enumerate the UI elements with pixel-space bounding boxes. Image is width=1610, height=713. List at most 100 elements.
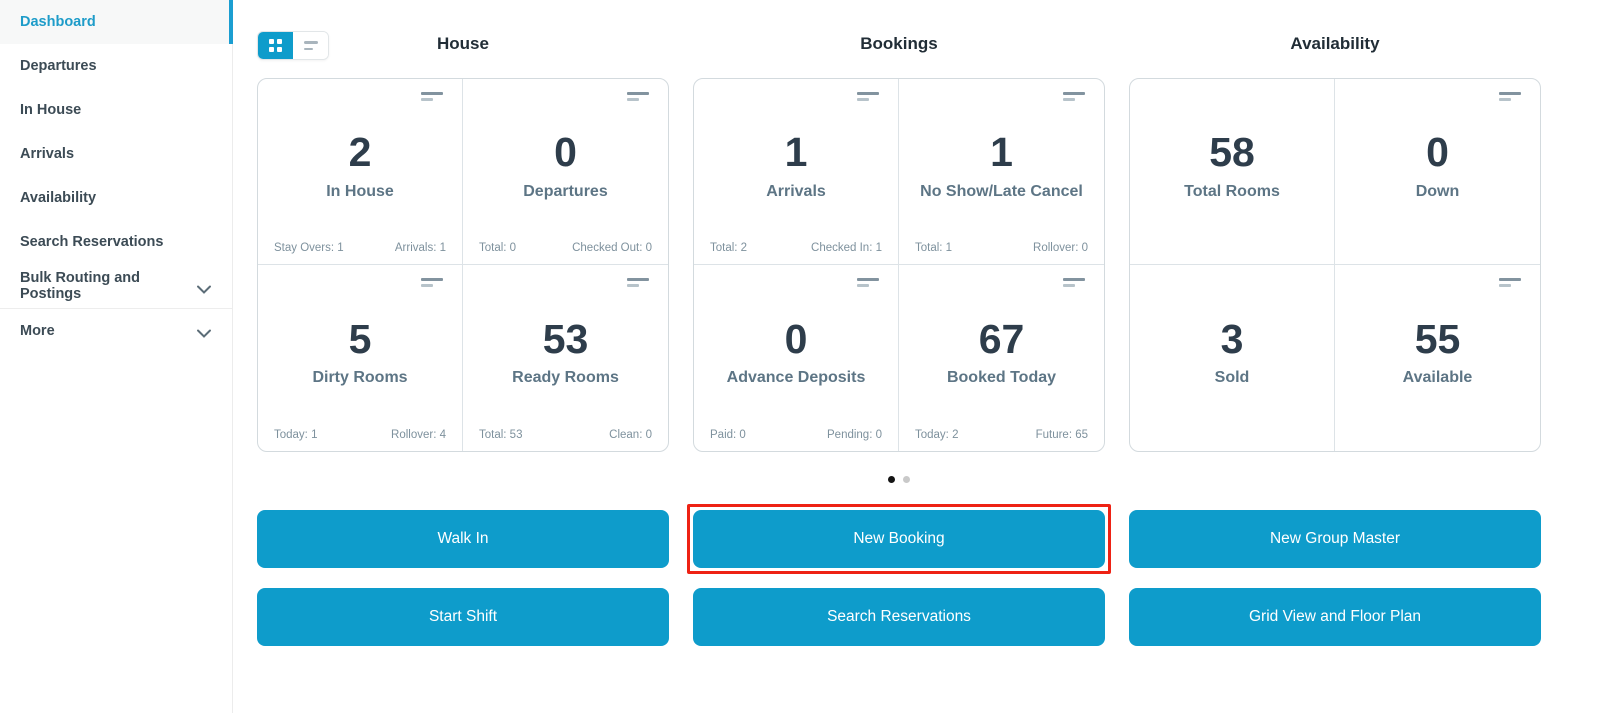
grid-view-and-floor-plan-button[interactable]: Grid View and Floor Plan <box>1129 588 1541 646</box>
grid-icon <box>269 39 282 52</box>
stat-card-arrivals[interactable]: 1 Arrivals Total: 2 Checked In: 1 <box>694 79 899 265</box>
sidebar-item-in-house[interactable]: In House <box>0 88 232 132</box>
sidebar-item-availability[interactable]: Availability <box>0 176 232 220</box>
stat-card-sold[interactable]: 3 Sold <box>1130 265 1335 451</box>
stat-card-down[interactable]: 0 Down <box>1335 79 1540 265</box>
card-details-icon[interactable] <box>627 92 649 101</box>
stat-value: 0 <box>784 315 808 362</box>
sidebar-item-label: Bulk Routing and Postings <box>20 270 141 302</box>
sidebar-item-more[interactable]: More <box>0 308 232 352</box>
stat-label: Booked Today <box>946 369 1057 387</box>
stat-footer-right: Checked Out: 0 <box>572 242 652 254</box>
new-group-master-button[interactable]: New Group Master <box>1129 510 1541 568</box>
stat-footer-right: Rollover: 0 <box>1033 242 1088 254</box>
walk-in-button[interactable]: Walk In <box>257 510 669 568</box>
stat-card-advance-deposits[interactable]: 0 Advance Deposits Paid: 0 Pending: 0 <box>694 265 899 451</box>
chevron-down-icon <box>196 282 212 294</box>
stat-card-available[interactable]: 55 Available <box>1335 265 1540 451</box>
stat-card-no-show-late-cancel[interactable]: 1 No Show/Late Cancel Total: 1 Rollover:… <box>899 79 1104 265</box>
stat-footer-left: Total: 0 <box>479 242 517 254</box>
stat-card-in-house[interactable]: 2 In House Stay Overs: 1 Arrivals: 1 <box>258 79 463 265</box>
stat-value: 0 <box>1426 129 1449 176</box>
stat-card-dirty-rooms[interactable]: 5 Dirty Rooms Today: 1 Rollover: 4 <box>258 265 463 451</box>
card-details-icon[interactable] <box>1063 92 1085 101</box>
stat-footer-right: Clean: 0 <box>609 429 652 441</box>
stat-value: 67 <box>978 315 1025 362</box>
sidebar-item-arrivals[interactable]: Arrivals <box>0 132 232 176</box>
sidebar: Dashboard Departures In House Arrivals A… <box>0 0 233 713</box>
sidebar-item-label: Dashboard <box>20 14 96 30</box>
carousel-pagination <box>257 476 1541 484</box>
stat-label: Available <box>1402 369 1473 387</box>
stat-footer-left: Today: 2 <box>915 429 959 441</box>
card-details-icon[interactable] <box>857 278 879 287</box>
list-view-toggle[interactable] <box>293 32 328 59</box>
column-header-availability: Availability <box>1290 34 1380 53</box>
stat-footer-right: Rollover: 4 <box>391 429 446 441</box>
stat-card-groups: 2 In House Stay Overs: 1 Arrivals: 1 0 D… <box>257 78 1541 452</box>
stat-value: 55 <box>1414 315 1461 362</box>
grid-view-toggle[interactable] <box>258 32 293 59</box>
stat-footer-right: Future: 65 <box>1035 429 1088 441</box>
stat-label: No Show/Late Cancel <box>920 182 1083 200</box>
view-toggle <box>257 31 329 60</box>
sidebar-item-label: More <box>20 322 55 339</box>
card-group-house: 2 In House Stay Overs: 1 Arrivals: 1 0 D… <box>257 78 669 452</box>
stat-card-booked-today[interactable]: 67 Booked Today Today: 2 Future: 65 <box>899 265 1104 451</box>
stat-card-ready-rooms[interactable]: 53 Ready Rooms Total: 53 Clean: 0 <box>463 265 668 451</box>
sidebar-item-departures[interactable]: Departures <box>0 44 232 88</box>
column-headers: House Bookings Availability <box>257 0 1541 54</box>
stat-value: 0 <box>554 129 577 176</box>
list-icon <box>303 41 318 50</box>
stat-label: Total Rooms <box>1184 182 1280 200</box>
stat-label: Arrivals <box>766 182 826 200</box>
stat-value: 3 <box>1220 315 1244 362</box>
stat-card-total-rooms[interactable]: 58 Total Rooms <box>1130 79 1335 265</box>
main-content: House Bookings Availability 2 In House S… <box>233 0 1610 713</box>
card-details-icon[interactable] <box>627 278 649 287</box>
stat-footer-left: Total: 53 <box>479 429 523 441</box>
sidebar-item-label: Availability <box>20 190 97 206</box>
stat-value: 2 <box>348 129 372 176</box>
card-details-icon[interactable] <box>421 92 443 101</box>
column-header-house: House <box>437 34 489 53</box>
stat-label: Sold <box>1214 369 1250 387</box>
search-reservations-button[interactable]: Search Reservations <box>693 588 1105 646</box>
stat-label: Down <box>1415 182 1460 200</box>
stat-label: Departures <box>523 182 608 200</box>
card-details-icon[interactable] <box>1063 278 1085 287</box>
stat-footer-left: Total: 2 <box>710 242 748 254</box>
quick-actions: Walk In New Booking New Group Master Sta… <box>257 504 1541 646</box>
card-details-icon[interactable] <box>857 92 879 101</box>
stat-label: Advance Deposits <box>726 369 866 387</box>
card-details-icon[interactable] <box>1499 92 1521 101</box>
stat-label: Ready Rooms <box>512 369 619 387</box>
stat-footer-left: Total: 1 <box>915 242 953 254</box>
stat-value: 1 <box>784 129 808 176</box>
sidebar-item-dashboard[interactable]: Dashboard <box>0 0 233 44</box>
stat-footer-left: Paid: 0 <box>710 429 746 441</box>
new-booking-button[interactable]: New Booking <box>693 510 1105 568</box>
stat-footer-left: Today: 1 <box>274 429 318 441</box>
carousel-dot-2[interactable] <box>903 476 910 483</box>
stat-value: 5 <box>348 315 372 362</box>
stat-label: In House <box>326 182 394 200</box>
stat-card-departures[interactable]: 0 Departures Total: 0 Checked Out: 0 <box>463 79 668 265</box>
stat-value: 53 <box>542 315 589 362</box>
stat-footer-left: Stay Overs: 1 <box>274 242 344 254</box>
sidebar-item-bulk-routing-and-postings[interactable]: Bulk Routing and Postings <box>0 264 232 308</box>
sidebar-item-search-reservations[interactable]: Search Reservations <box>0 220 232 264</box>
stat-footer-right: Checked In: 1 <box>811 242 882 254</box>
chevron-down-icon <box>196 326 212 338</box>
card-group-bookings: 1 Arrivals Total: 2 Checked In: 1 1 No S… <box>693 78 1105 452</box>
card-details-icon[interactable] <box>421 278 443 287</box>
start-shift-button[interactable]: Start Shift <box>257 588 669 646</box>
sidebar-item-label: Departures <box>20 58 97 74</box>
card-details-icon[interactable] <box>1499 278 1521 287</box>
column-header-bookings: Bookings <box>860 34 938 53</box>
stat-value: 58 <box>1209 129 1255 176</box>
sidebar-item-label: Search Reservations <box>20 234 164 250</box>
carousel-dot-1[interactable] <box>888 476 895 483</box>
sidebar-item-label: Arrivals <box>20 146 75 162</box>
